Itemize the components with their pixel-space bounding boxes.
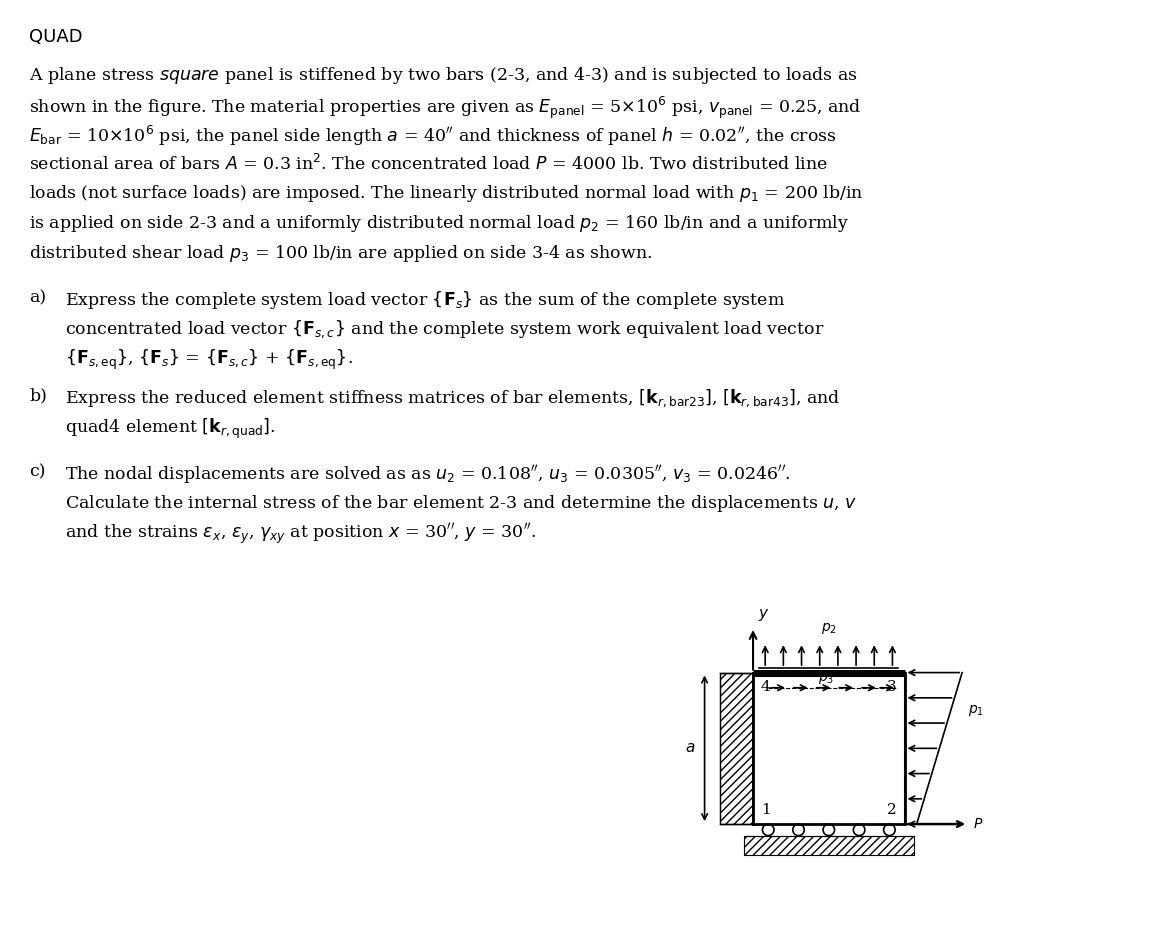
Text: $\{\mathbf{F}_{s,\mathrm{eq}}\}$, $\{\mathbf{F}_s\}$ = $\{\mathbf{F}_{s,c}\}$ + : $\{\mathbf{F}_{s,\mathrm{eq}}\}$, $\{\ma… <box>65 348 352 372</box>
Text: $E_{\mathrm{bar}}$ = 10$\times$10$^6$ psi, the panel side length $a$ = 40$^{\pri: $E_{\mathrm{bar}}$ = 10$\times$10$^6$ ps… <box>29 124 837 148</box>
Text: sectional area of bars $A$ = 0.3 in$^2$. The concentrated load $P$ = 4000 lb. Tw: sectional area of bars $A$ = 0.3 in$^2$.… <box>29 154 829 174</box>
Text: The nodal displacements are solved as as $u_2$ = 0.108$^{\prime\prime}$, $u_3$ =: The nodal displacements are solved as as… <box>65 463 790 486</box>
Text: concentrated load vector $\{\mathbf{F}_{s,c}\}$ and the complete system work equ: concentrated load vector $\{\mathbf{F}_{… <box>65 319 824 340</box>
Text: quad4 element $[\mathbf{k}_{r,\mathrm{quad}}]$.: quad4 element $[\mathbf{k}_{r,\mathrm{qu… <box>65 417 275 441</box>
Text: c): c) <box>29 463 46 480</box>
Text: shown in the figure. The material properties are given as $E_{\mathrm{panel}}$ =: shown in the figure. The material proper… <box>29 94 862 120</box>
Text: Calculate the internal stress of the bar element 2-3 and determine the displacem: Calculate the internal stress of the bar… <box>65 493 857 514</box>
Text: loads (not surface loads) are imposed. The linearly distributed normal load with: loads (not surface loads) are imposed. T… <box>29 183 864 205</box>
Text: $y$: $y$ <box>757 607 769 622</box>
Text: $p_3$: $p_3$ <box>817 671 834 686</box>
Text: Express the complete system load vector $\{\mathbf{F}_s\}$ as the sum of the com: Express the complete system load vector … <box>65 289 784 311</box>
Text: 2: 2 <box>888 803 897 817</box>
Text: $p_2$: $p_2$ <box>821 621 837 636</box>
Text: 1: 1 <box>761 803 770 817</box>
Text: a): a) <box>29 289 47 306</box>
Bar <box>753 672 904 824</box>
Bar <box>720 672 753 824</box>
Text: $P$: $P$ <box>973 817 983 831</box>
Text: is applied on side 2-3 and a uniformly distributed normal load $p_2$ = 160 lb/in: is applied on side 2-3 and a uniformly d… <box>29 213 850 234</box>
Text: 3: 3 <box>888 681 897 694</box>
Bar <box>744 835 913 856</box>
Text: b): b) <box>29 387 47 404</box>
Text: QUAD: QUAD <box>29 28 83 45</box>
Text: Express the reduced element stiffness matrices of bar elements, $[\mathbf{k}_{r,: Express the reduced element stiffness ma… <box>65 387 839 408</box>
Text: distributed shear load $p_3$ = 100 lb/in are applied on side 3-4 as shown.: distributed shear load $p_3$ = 100 lb/in… <box>29 243 653 264</box>
Text: $a$: $a$ <box>686 742 695 756</box>
Text: and the strains $\varepsilon_x$, $\varepsilon_y$, $\gamma_{xy}$ at position $x$ : and the strains $\varepsilon_x$, $\varep… <box>65 522 535 547</box>
Text: $p_1$: $p_1$ <box>969 703 984 718</box>
Text: 4: 4 <box>761 681 770 694</box>
Text: A plane stress $\mathbf{\mathit{square}}$ panel is stiffened by two bars (2-3, a: A plane stress $\mathbf{\mathit{square}}… <box>29 65 858 86</box>
